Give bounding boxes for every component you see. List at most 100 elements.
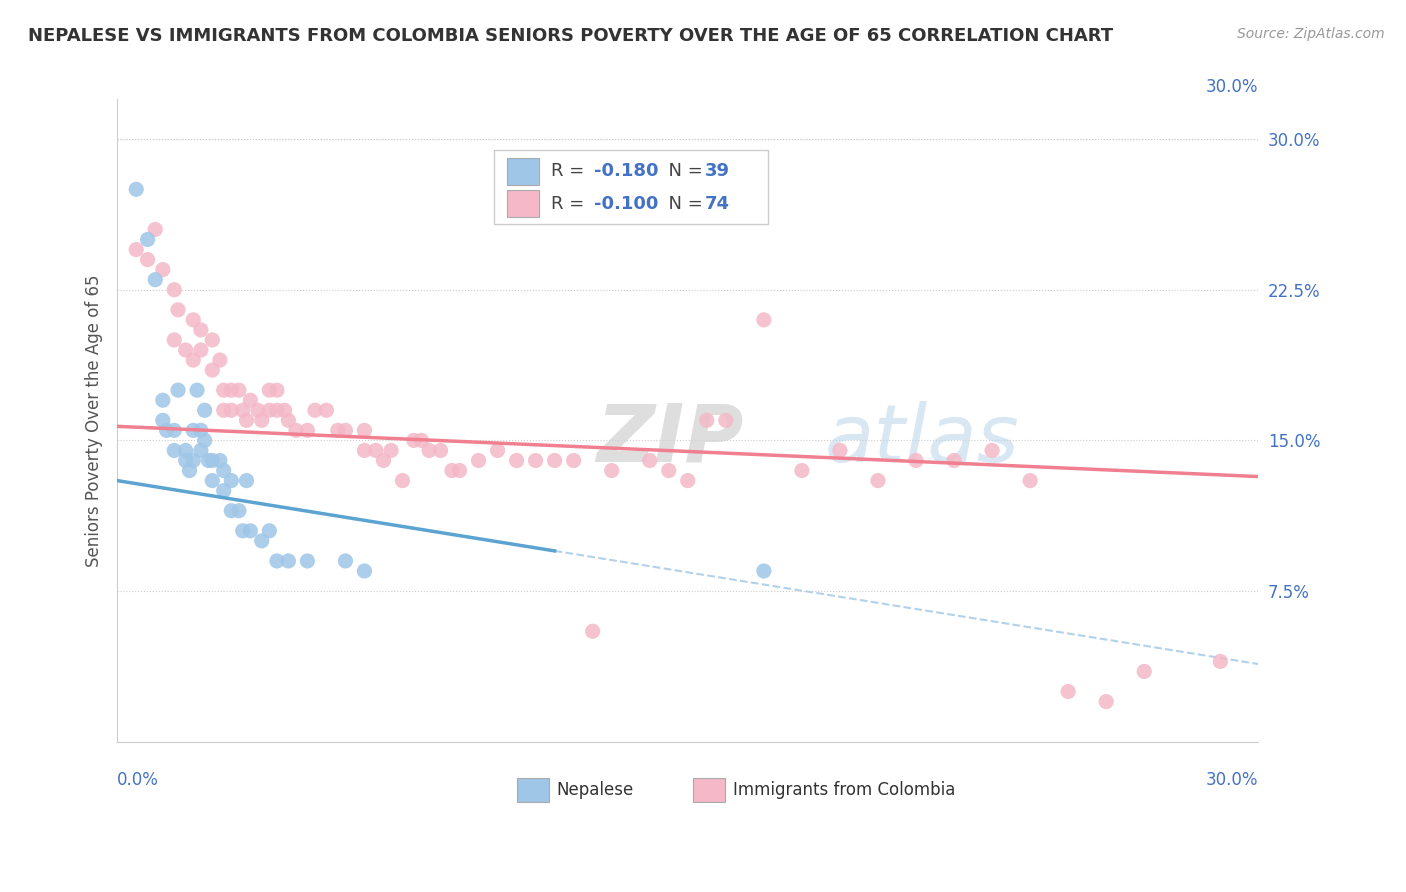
Point xyxy=(790,464,813,478)
Point xyxy=(152,413,174,427)
Point xyxy=(505,453,527,467)
Point xyxy=(391,474,413,488)
Text: NEPALESE VS IMMIGRANTS FROM COLOMBIA SENIORS POVERTY OVER THE AGE OF 65 CORRELAT: NEPALESE VS IMMIGRANTS FROM COLOMBIA SEN… xyxy=(28,27,1114,45)
Point xyxy=(194,403,217,417)
Point xyxy=(125,182,148,196)
Point xyxy=(440,464,463,478)
Text: R =: R = xyxy=(551,162,591,180)
Point xyxy=(1209,654,1232,668)
Point xyxy=(232,524,254,538)
Point xyxy=(449,464,471,478)
Point xyxy=(418,443,440,458)
Point xyxy=(259,383,281,397)
Point xyxy=(562,453,585,467)
Point xyxy=(658,464,681,478)
Point xyxy=(190,323,212,337)
Point xyxy=(181,423,204,437)
Point xyxy=(181,353,204,368)
Point xyxy=(221,504,243,518)
Point xyxy=(297,423,319,437)
Text: ZIP: ZIP xyxy=(596,401,744,479)
FancyBboxPatch shape xyxy=(693,779,725,802)
Point xyxy=(752,313,775,327)
Point xyxy=(250,533,273,548)
Point xyxy=(1095,695,1118,709)
Point xyxy=(181,313,204,327)
Point xyxy=(174,453,197,467)
Point xyxy=(194,434,217,448)
Point xyxy=(259,524,281,538)
Text: Source: ZipAtlas.com: Source: ZipAtlas.com xyxy=(1237,27,1385,41)
Point xyxy=(156,423,179,437)
Point xyxy=(186,383,208,397)
Point xyxy=(273,403,295,417)
Point xyxy=(1019,474,1042,488)
Text: R =: R = xyxy=(551,194,591,212)
FancyBboxPatch shape xyxy=(508,190,540,217)
Point xyxy=(212,403,235,417)
Point xyxy=(221,474,243,488)
FancyBboxPatch shape xyxy=(494,151,768,224)
Text: N =: N = xyxy=(657,162,709,180)
Point xyxy=(335,554,357,568)
Point xyxy=(208,353,231,368)
Point xyxy=(402,434,425,448)
Point xyxy=(326,423,349,437)
Point xyxy=(696,413,718,427)
Point xyxy=(125,243,148,257)
Point xyxy=(486,443,509,458)
Point xyxy=(163,423,186,437)
Point xyxy=(353,443,375,458)
Point xyxy=(239,524,262,538)
Point xyxy=(190,443,212,458)
Point xyxy=(167,383,190,397)
Point xyxy=(208,453,231,467)
Point xyxy=(266,554,288,568)
Point xyxy=(235,474,257,488)
Point xyxy=(543,453,565,467)
Point xyxy=(353,564,375,578)
Point xyxy=(201,453,224,467)
Point xyxy=(143,273,166,287)
Point xyxy=(136,233,159,247)
Point xyxy=(582,624,605,639)
Point xyxy=(197,453,219,467)
Point xyxy=(201,363,224,377)
Point xyxy=(190,343,212,357)
Point xyxy=(981,443,1004,458)
Point xyxy=(676,474,699,488)
Point xyxy=(152,262,174,277)
Point xyxy=(179,464,201,478)
Text: atlas: atlas xyxy=(825,401,1019,479)
FancyBboxPatch shape xyxy=(508,158,540,185)
Text: 39: 39 xyxy=(704,162,730,180)
Point xyxy=(221,383,243,397)
Point xyxy=(380,443,402,458)
Point xyxy=(828,443,851,458)
Point xyxy=(250,413,273,427)
Point xyxy=(866,474,889,488)
Point xyxy=(136,252,159,267)
Point xyxy=(201,474,224,488)
Point xyxy=(1133,665,1156,679)
Point xyxy=(297,554,319,568)
Point xyxy=(259,403,281,417)
Point xyxy=(524,453,547,467)
Point xyxy=(163,283,186,297)
Point xyxy=(190,423,212,437)
Point xyxy=(174,443,197,458)
Point xyxy=(163,333,186,347)
Point xyxy=(943,453,966,467)
Text: -0.100: -0.100 xyxy=(595,194,658,212)
Point xyxy=(167,302,190,317)
Point xyxy=(152,393,174,408)
Point xyxy=(904,453,927,467)
Text: 0.0%: 0.0% xyxy=(117,771,159,789)
Point xyxy=(221,403,243,417)
Point xyxy=(304,403,326,417)
Point xyxy=(638,453,661,467)
Point xyxy=(212,464,235,478)
Point xyxy=(467,453,489,467)
Text: -0.180: -0.180 xyxy=(595,162,658,180)
Point xyxy=(228,504,250,518)
